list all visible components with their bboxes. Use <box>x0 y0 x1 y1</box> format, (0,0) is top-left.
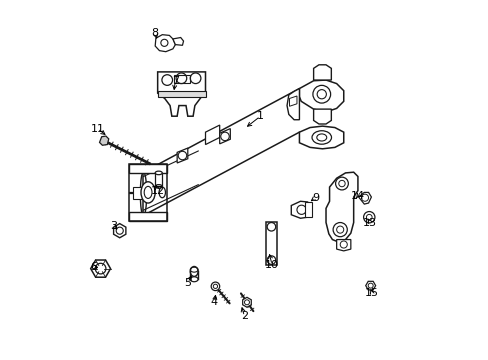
Ellipse shape <box>155 171 162 175</box>
Text: 14: 14 <box>350 191 364 201</box>
Text: 13: 13 <box>363 217 377 228</box>
Polygon shape <box>305 202 311 217</box>
Polygon shape <box>155 35 175 52</box>
Polygon shape <box>177 148 187 163</box>
Polygon shape <box>365 281 375 290</box>
Polygon shape <box>100 136 108 145</box>
Circle shape <box>211 282 219 291</box>
Polygon shape <box>205 125 219 145</box>
Ellipse shape <box>159 187 165 198</box>
Ellipse shape <box>190 277 198 282</box>
Text: 5: 5 <box>184 278 191 288</box>
Polygon shape <box>129 212 166 221</box>
Ellipse shape <box>311 131 331 144</box>
Polygon shape <box>313 109 331 124</box>
Text: 15: 15 <box>365 288 378 298</box>
Text: 7: 7 <box>171 76 179 86</box>
Text: 9: 9 <box>311 193 318 203</box>
Text: 6: 6 <box>90 262 97 272</box>
Polygon shape <box>336 239 350 251</box>
Polygon shape <box>299 126 343 149</box>
Polygon shape <box>133 187 143 199</box>
Text: 12: 12 <box>150 186 164 195</box>
Polygon shape <box>286 89 299 120</box>
Polygon shape <box>157 91 205 97</box>
Text: 1: 1 <box>256 111 264 121</box>
Polygon shape <box>173 37 183 45</box>
Polygon shape <box>291 201 311 218</box>
Ellipse shape <box>190 266 198 276</box>
Polygon shape <box>157 72 205 116</box>
Text: 10: 10 <box>264 260 279 270</box>
Circle shape <box>363 212 374 223</box>
Polygon shape <box>358 192 370 204</box>
Polygon shape <box>129 164 166 173</box>
Polygon shape <box>265 222 277 265</box>
Polygon shape <box>219 129 230 144</box>
Text: 4: 4 <box>210 297 218 307</box>
Text: 3: 3 <box>110 221 117 231</box>
Text: 2: 2 <box>241 311 247 321</box>
Polygon shape <box>325 172 357 242</box>
Text: 11: 11 <box>90 123 104 134</box>
Polygon shape <box>299 80 343 112</box>
Polygon shape <box>155 173 162 186</box>
Text: 8: 8 <box>151 28 159 38</box>
Ellipse shape <box>141 182 155 203</box>
Polygon shape <box>90 260 110 277</box>
Polygon shape <box>242 297 251 307</box>
Polygon shape <box>113 224 125 238</box>
Polygon shape <box>313 65 331 80</box>
